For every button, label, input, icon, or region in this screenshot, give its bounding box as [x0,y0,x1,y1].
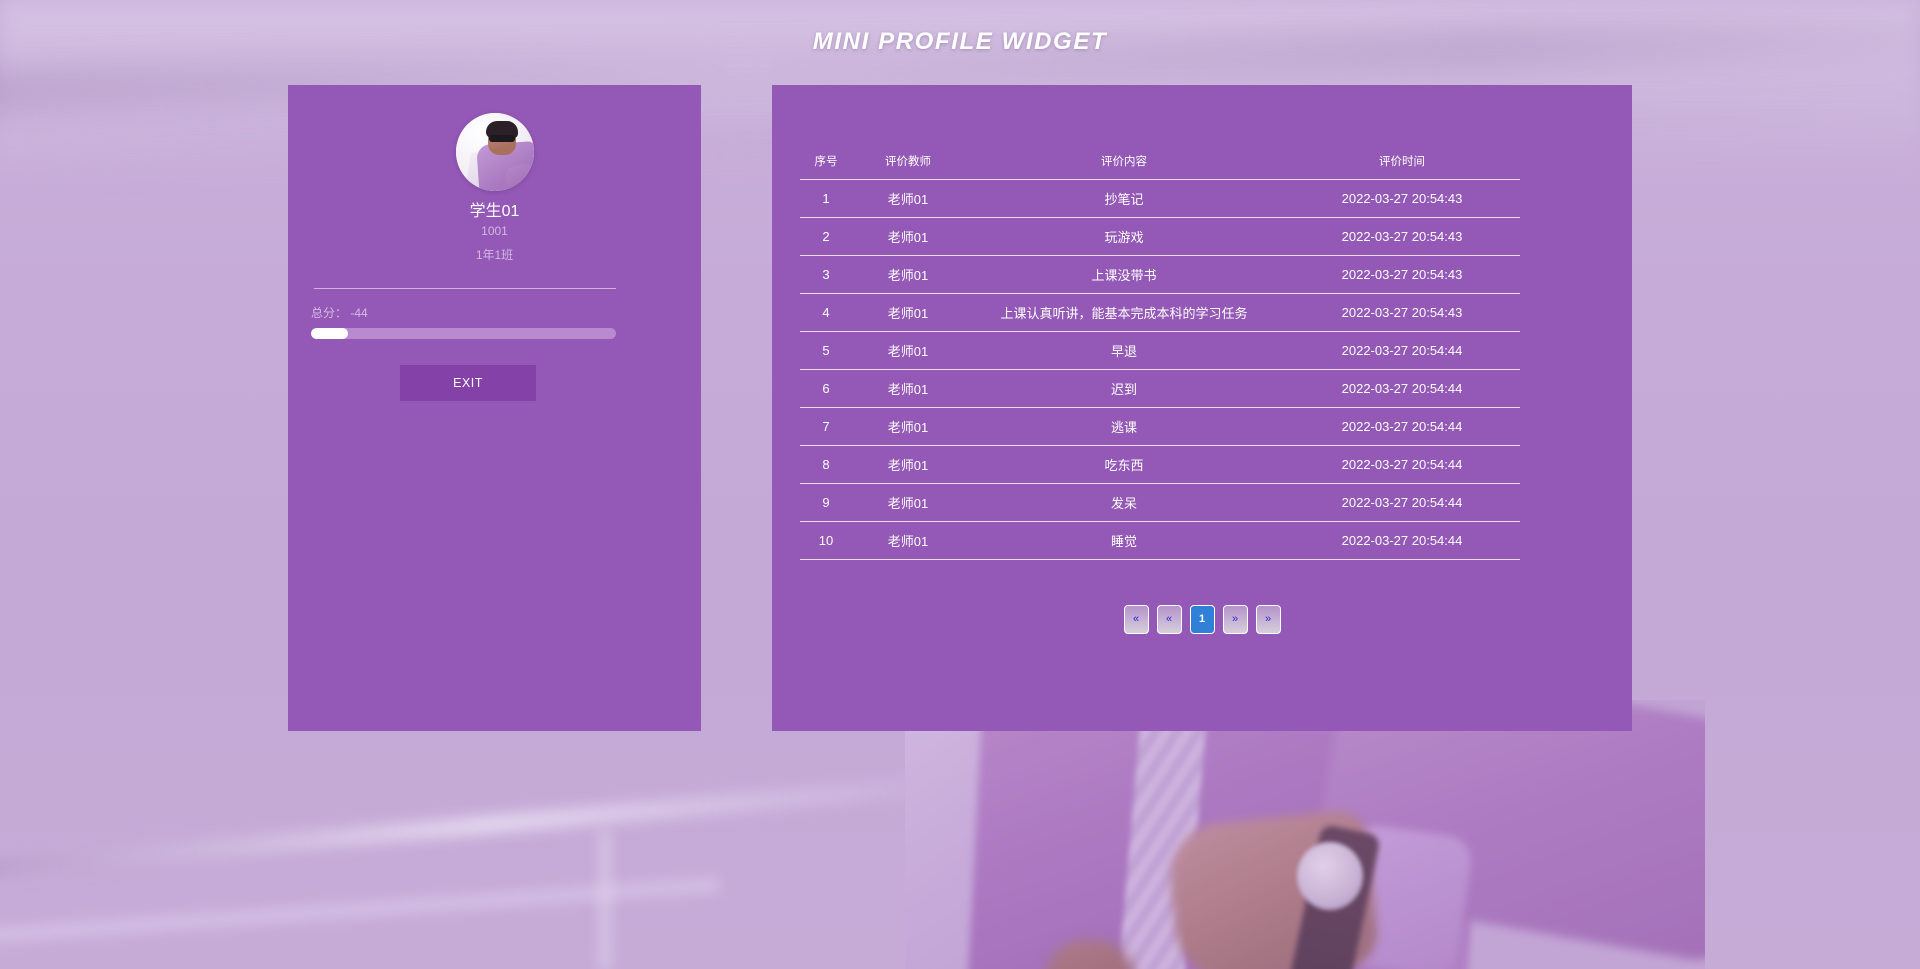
table-row[interactable]: 4 老师01 上课认真听讲，能基本完成本科的学习任务 2022-03-27 20:54… [800,293,1520,332]
cell-index: 6 [800,369,852,408]
cell-index: 5 [800,331,852,370]
column-header-teacher: 评价教师 [852,147,964,180]
total-score-label: 总分： -44 [311,306,368,320]
score-progress-fill [311,328,348,339]
column-header-index: 序号 [800,147,852,180]
cell-index: 7 [800,407,852,446]
table-row[interactable]: 7 老师01 逃课 2022-03-27 20:54:44 [800,407,1520,446]
person-purple-tint [905,700,1705,969]
cell-time: 2022-03-27 20:54:44 [1284,445,1520,484]
table-header-row: 序号 评价教师 评价内容 评价时间 [800,147,1520,180]
sunglasses-icon [488,135,515,142]
avatar-hair [485,121,518,138]
person-watch-face [1297,842,1363,910]
cell-time: 2022-03-27 20:54:44 [1284,483,1520,522]
table-row[interactable]: 9 老师01 发呆 2022-03-27 20:54:44 [800,483,1520,522]
background-railing-bottom [0,878,720,944]
page-title: MINI PROFILE WIDGET [812,28,1108,55]
cell-index: 3 [800,255,852,294]
cell-teacher: 老师01 [852,483,964,522]
cell-teacher: 老师01 [852,407,964,446]
cell-content: 抄笔记 [964,179,1284,218]
cell-time: 2022-03-27 20:54:44 [1284,369,1520,408]
cell-content: 逃课 [964,407,1284,446]
cell-teacher: 老师01 [852,445,964,484]
cell-teacher: 老师01 [852,369,964,408]
background-railing-top [0,776,939,882]
cell-index: 2 [800,217,852,256]
cell-content: 发呆 [964,483,1284,522]
table-row[interactable]: 3 老师01 上课没带书 2022-03-27 20:54:43 [800,255,1520,294]
cell-content: 上课认真听讲，能基本完成本科的学习任务 [964,293,1284,332]
cell-time: 2022-03-27 20:54:43 [1284,293,1520,332]
background-person-photo [905,700,1705,969]
profile-name: 学生01 [469,203,520,220]
profile-class: 1年1班 [475,248,514,262]
cell-time: 2022-03-27 20:54:43 [1284,255,1520,294]
cell-index: 8 [800,445,852,484]
cell-time: 2022-03-27 20:54:44 [1284,407,1520,446]
cell-index: 9 [800,483,852,522]
cell-content: 吃东西 [964,445,1284,484]
column-header-time: 评价时间 [1284,147,1520,180]
next-page-button[interactable]: » [1222,605,1248,634]
previous-page-button[interactable]: « [1156,605,1182,634]
cell-content: 迟到 [964,369,1284,408]
table-body: 1 老师01 抄笔记 2022-03-27 20:54:43 2 老师01 玩游戏 2022-… [800,179,1520,560]
cell-time: 2022-03-27 20:54:43 [1284,217,1520,256]
table-row[interactable]: 5 老师01 早退 2022-03-27 20:54:44 [800,331,1520,370]
cell-teacher: 老师01 [852,293,964,332]
cell-index: 10 [800,521,852,560]
cell-content: 玩游戏 [964,217,1284,256]
cell-time: 2022-03-27 20:54:44 [1284,331,1520,370]
exit-button[interactable]: EXIT [400,365,536,401]
table-row[interactable]: 10 老师01 睡觉 2022-03-27 20:54:44 [800,521,1520,560]
last-page-button[interactable]: » [1255,605,1281,634]
background-railing-post-1 [600,830,610,969]
cell-content: 早退 [964,331,1284,370]
cell-content: 上课没带书 [964,255,1284,294]
cell-time: 2022-03-27 20:54:43 [1284,179,1520,218]
cell-teacher: 老师01 [852,179,964,218]
profile-card: 学生01 1001 1年1班 总分： -44 EXIT [288,85,701,731]
cell-index: 4 [800,293,852,332]
cell-teacher: 老师01 [852,521,964,560]
score-progress-bar [311,328,616,339]
profile-id: 1001 [481,224,508,238]
table-row[interactable]: 2 老师01 玩游戏 2022-03-27 20:54:43 [800,217,1520,256]
evaluation-table: 序号 评价教师 评价内容 评价时间 1 老师01 抄笔记 2022-03-27 20:… [800,147,1520,560]
cell-time: 2022-03-27 20:54:44 [1284,521,1520,560]
avatar [455,113,534,191]
table-row[interactable]: 1 老师01 抄笔记 2022-03-27 20:54:43 [800,179,1520,218]
table-row[interactable]: 6 老师01 迟到 2022-03-27 20:54:44 [800,369,1520,408]
cell-index: 1 [800,179,852,218]
table-row[interactable]: 8 老师01 吃东西 2022-03-27 20:54:44 [800,445,1520,484]
cell-teacher: 老师01 [852,217,964,256]
cell-content: 睡觉 [964,521,1284,560]
profile-divider [314,288,616,289]
cell-teacher: 老师01 [852,255,964,294]
pagination: ««1»» [772,605,1632,634]
page-1-button[interactable]: 1 [1189,605,1215,634]
column-header-content: 评价内容 [964,147,1284,180]
evaluation-card: 序号 评价教师 评价内容 评价时间 1 老师01 抄笔记 2022-03-27 20:… [772,85,1632,731]
first-page-button[interactable]: « [1123,605,1149,634]
cell-teacher: 老师01 [852,331,964,370]
